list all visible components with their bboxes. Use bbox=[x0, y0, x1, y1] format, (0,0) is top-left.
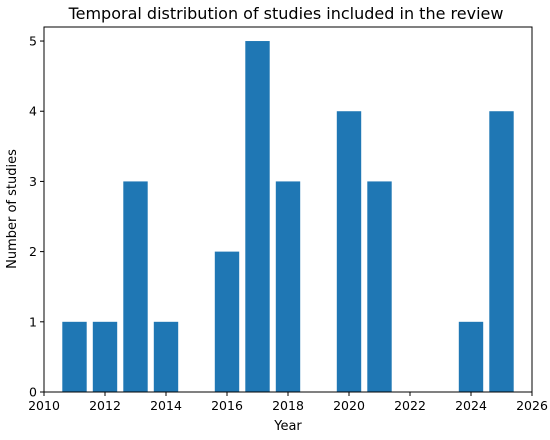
y-tick-label: 2 bbox=[29, 244, 37, 259]
y-tick-label: 1 bbox=[29, 314, 37, 329]
bar-2018 bbox=[275, 181, 301, 392]
x-tick-label: 2012 bbox=[89, 398, 121, 413]
y-axis-ticks: 0 1 2 3 4 5 bbox=[29, 34, 44, 400]
y-tick-label: 0 bbox=[29, 385, 37, 400]
y-tick-label: 3 bbox=[29, 174, 37, 189]
bar-2011 bbox=[62, 321, 87, 392]
bar-2017 bbox=[245, 41, 270, 393]
x-axis-label: Year bbox=[273, 419, 302, 434]
x-tick-label: 2020 bbox=[333, 398, 365, 413]
bar-2021 bbox=[367, 181, 392, 392]
x-tick-label: 2018 bbox=[272, 398, 304, 413]
bar-2014 bbox=[153, 321, 179, 392]
plot-area-frame bbox=[43, 26, 533, 393]
x-tick-label: 2016 bbox=[211, 398, 243, 413]
x-tick-label: 2010 bbox=[28, 398, 60, 413]
chart-title: Temporal distribution of studies include… bbox=[68, 4, 504, 23]
y-tick-label: 5 bbox=[29, 34, 37, 49]
bar-2016 bbox=[214, 251, 240, 392]
bar-2025 bbox=[489, 111, 514, 392]
bar-2012 bbox=[92, 321, 118, 392]
y-axis-label: Number of studies bbox=[5, 149, 20, 269]
x-axis-ticks: 2010 2012 2014 2016 2018 2020 2022 2024 2026 bbox=[28, 392, 548, 413]
x-tick-label: 2026 bbox=[516, 398, 548, 413]
x-tick-label: 2014 bbox=[150, 398, 182, 413]
x-tick-label: 2024 bbox=[455, 398, 487, 413]
bars-group bbox=[62, 41, 514, 393]
bar-2013 bbox=[123, 181, 148, 392]
x-tick-label: 2022 bbox=[394, 398, 426, 413]
y-tick-label: 4 bbox=[29, 104, 37, 119]
bar-2024 bbox=[458, 321, 484, 392]
bar-2020 bbox=[336, 111, 362, 392]
